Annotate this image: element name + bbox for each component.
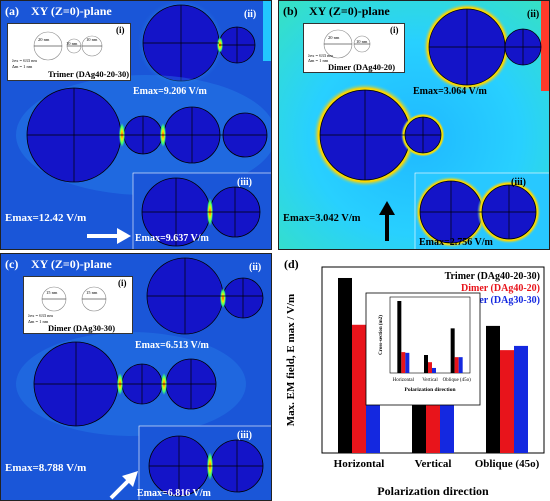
dimension-label: 10 nm <box>86 37 98 42</box>
inset-x-tick-label: Horizontal <box>393 378 415 383</box>
sub-label-ii: (ii) <box>244 9 257 20</box>
panel-c-field-map <box>1 254 271 500</box>
inset-bar-3 <box>458 357 463 373</box>
panel-a-geometry-sketch <box>33 31 103 61</box>
panel-b: (b) XY (Z=0)-plane 20 nm 10 nm λex = 633… <box>278 0 550 250</box>
sub-label-i: (i) <box>118 278 127 288</box>
x-tick-label: Horizontal <box>334 458 385 470</box>
inset-x-tick-label: Vertical <box>422 378 438 383</box>
emax-ii-label: Emax=3.064 V/m <box>413 86 487 97</box>
inset-bar-1 <box>424 355 428 373</box>
inset-bar-1 <box>397 301 402 373</box>
structure-label: Dimer (DAg30-30) <box>48 323 116 333</box>
emax-iii-label: Emax=6.816 V/m <box>137 488 211 499</box>
panel-c-geometry-sketch <box>41 286 107 312</box>
sub-label-i: (i) <box>116 25 125 35</box>
inset-bar-2 <box>428 362 432 373</box>
legend-entry: Trimer (DAg40-20-30) <box>445 271 540 282</box>
inset-chart-frame <box>365 292 481 406</box>
emax-ii-label: Emax=9.206 V/m <box>133 86 207 97</box>
panel-c: (c) XY (Z=0)-plane 15 nm 15 nm λex = 633… <box>0 253 272 501</box>
dimension-label: 15 nm <box>46 290 58 295</box>
emax-main-label: Emax=3.042 V/m <box>283 213 361 224</box>
mesh-label: Δm = 1 nm <box>12 64 33 69</box>
panel-a-geometry-inset: 20 nm 10 nm 10 nm λex = 633 nm Δm = 1 nm… <box>7 23 131 81</box>
legend-entry: Dimer (DAg30-30) <box>461 295 540 306</box>
polarization-arrow-vertical <box>379 201 395 241</box>
sub-label-iii: (iii) <box>237 430 252 441</box>
y-axis-title: Max. EM field, E max / V/m <box>285 294 297 426</box>
inset-x-tick-label: Oblique (45o) <box>443 378 472 383</box>
mesh-label: Δm = 1 nm <box>308 58 329 63</box>
emax-main-label: Emax=12.42 V/m <box>5 212 87 224</box>
panel-c-plane-title: XY (Z=0)-plane <box>31 257 112 271</box>
sub-label-iii: (iii) <box>511 177 526 188</box>
inset-bar-1 <box>450 328 455 373</box>
x-tick-label: Oblique (45o) <box>475 458 540 470</box>
mesh-label: Δm = 1 nm <box>28 319 49 324</box>
wavelength-label: λex = 633 nm <box>308 53 333 58</box>
panel-d-label: (d) <box>284 257 299 271</box>
inset-x-axis-title: Polarization direction <box>404 387 455 393</box>
sub-label-iii: (iii) <box>237 177 252 188</box>
bar-2 <box>500 350 514 453</box>
panel-a-label: (a) <box>5 4 19 18</box>
dimension-label: 15 nm <box>86 290 98 295</box>
emax-ii-label: Emax=6.513 V/m <box>135 340 209 351</box>
bar-3 <box>440 389 454 453</box>
inset-bar-2 <box>401 352 406 373</box>
emax-main-label: Emax=8.788 V/m <box>5 462 87 474</box>
panel-b-geometry-inset: 20 nm 10 nm λex = 633 nm Δm = 1 nm (i) D… <box>303 23 405 73</box>
wavelength-label: λex = 633 nm <box>12 58 37 63</box>
emax-iii-label: Emax=9.637 V/m <box>135 233 209 244</box>
panel-a-plane-title: XY (Z=0)-plane <box>31 4 112 18</box>
dimension-label: 10 nm <box>66 41 78 46</box>
structure-label: Trimer (DAg40-20-30) <box>48 69 130 79</box>
inset-y-axis-title: Cross-section (m2) <box>379 315 384 355</box>
bar-2 <box>352 324 366 453</box>
panel-b-plane-title: XY (Z=0)-plane <box>309 4 390 18</box>
x-tick-label: Vertical <box>415 458 452 470</box>
panel-c-label: (c) <box>5 257 19 271</box>
inset-bar-2 <box>454 357 459 373</box>
bar-1 <box>338 277 352 453</box>
bar-1 <box>486 325 500 453</box>
panel-a-field-map <box>1 1 271 249</box>
panel-b-geometry-sketch <box>323 29 371 59</box>
structure-label: Dimer (DAg40-20) <box>328 62 396 72</box>
sub-label-ii: (ii) <box>527 9 540 20</box>
polarization-arrow-horizontal <box>87 228 131 244</box>
panel-b-label: (b) <box>283 4 298 18</box>
panel-d: (d) Horizontal Vertical Oblique (45o) Polar… <box>278 253 550 501</box>
bar-3 <box>514 345 528 453</box>
panel-a: (a) XY (Z=0)-plane 20 nm 10 nm 10 nm λex… <box>0 0 272 250</box>
inset-bar-3 <box>432 367 436 373</box>
polarization-arrow-oblique <box>109 471 138 500</box>
inset-bar-3 <box>405 352 410 373</box>
wavelength-label: λex = 633 nm <box>28 313 53 318</box>
dimension-label: 20 nm <box>38 37 50 42</box>
panel-c-geometry-inset: 15 nm 15 nm λex = 633 nm Δm = 1 nm (i) D… <box>23 276 133 334</box>
sub-label-ii: (ii) <box>249 262 262 273</box>
emax-iii-label: Emax=2.756 V/m <box>419 237 493 248</box>
dimension-label: 20 nm <box>328 35 340 40</box>
legend-entry: Dimer (DAg40-20) <box>461 283 540 294</box>
em-field-bar-chart: Horizontal Vertical Oblique (45o) Polarizat… <box>285 266 545 498</box>
dimension-label: 10 nm <box>356 39 368 44</box>
sub-label-i: (i) <box>390 25 399 35</box>
x-axis-title: Polarization direction <box>377 484 489 498</box>
